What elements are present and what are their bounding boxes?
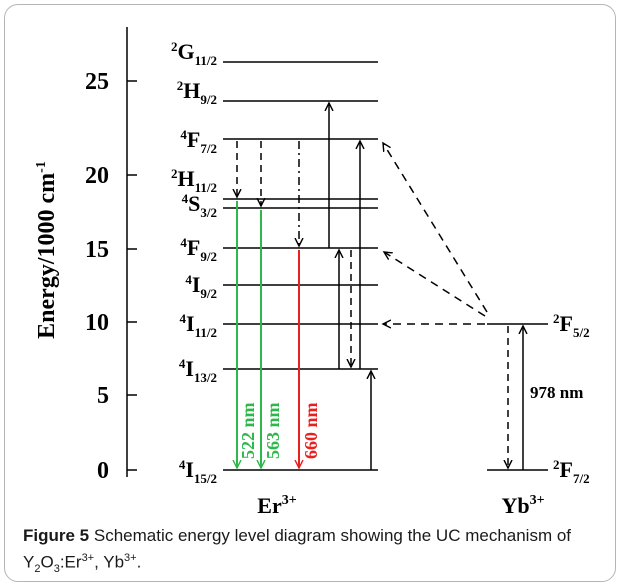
caption-superscript: 3+ bbox=[81, 552, 95, 564]
yb-ion-label: Yb3+ bbox=[501, 493, 544, 518]
level-label-2H9/2: 2H9/2 bbox=[177, 78, 217, 107]
figure-number: Figure 5 bbox=[23, 526, 90, 545]
level-label-2F7/2: 2F7/2 bbox=[553, 457, 590, 486]
level-label-4F7/2: 4F7/2 bbox=[180, 127, 217, 156]
energy-transfer-arrows bbox=[383, 143, 488, 324]
energy-level-diagram: 0 5 10 15 20 25 Energy/1000 cm-1 2G11/2 … bbox=[34, 27, 590, 518]
y-tick-label: 0 bbox=[97, 458, 109, 484]
caption-formula: O bbox=[40, 552, 54, 572]
level-label-4I13/2: 4I13/2 bbox=[179, 356, 217, 385]
er-absorption-arrows bbox=[329, 103, 371, 470]
caption-subscript: 2 bbox=[34, 563, 41, 576]
level-label-4I11/2: 4I11/2 bbox=[180, 311, 217, 340]
emission-label-660nm: 660 nm bbox=[301, 402, 321, 459]
emission-label-522nm: 522 nm bbox=[238, 402, 258, 459]
y-tick-label: 20 bbox=[85, 163, 109, 189]
caption-text: Schematic energy level diagram showing t… bbox=[23, 526, 572, 572]
y-axis-label: Energy/1000 cm-1 bbox=[34, 161, 60, 339]
y-tick-label: 5 bbox=[97, 383, 109, 409]
figure-frame: 0 5 10 15 20 25 Energy/1000 cm-1 2G11/2 … bbox=[4, 4, 616, 582]
level-label-2F5/2: 2F5/2 bbox=[553, 311, 590, 340]
yb-level-lines bbox=[487, 323, 548, 471]
level-label-2G11/2: 2G11/2 bbox=[171, 39, 217, 68]
level-label-4S3/2: 4S3/2 bbox=[182, 191, 217, 220]
caption-superscript: 3+ bbox=[124, 552, 137, 564]
caption-subscript: 3 bbox=[53, 563, 60, 576]
level-label-4I15/2: 4I15/2 bbox=[179, 457, 217, 486]
er-ion-label: Er3+ bbox=[257, 493, 296, 518]
caption-formula: , Yb bbox=[94, 552, 125, 572]
y-tick-label: 15 bbox=[85, 237, 109, 263]
er-level-lines bbox=[223, 61, 378, 471]
caption-end: . bbox=[136, 552, 142, 572]
level-label-4F9/2: 4F9/2 bbox=[180, 235, 217, 264]
y-tick-label: 10 bbox=[85, 310, 109, 336]
y-tick-label: 25 bbox=[85, 69, 109, 95]
level-label-4I9/2: 4I9/2 bbox=[185, 272, 217, 301]
excitation-wavelength-label: 978 nm bbox=[530, 383, 583, 402]
emission-label-563nm: 563 nm bbox=[263, 402, 283, 459]
caption-formula: :Er bbox=[59, 552, 82, 572]
figure-caption: Figure 5 Schematic energy level diagram … bbox=[23, 525, 613, 580]
er-relaxation-arrows bbox=[237, 141, 351, 367]
level-label-2H11/2: 2H11/2 bbox=[171, 166, 217, 195]
y-ticks bbox=[127, 80, 137, 471]
